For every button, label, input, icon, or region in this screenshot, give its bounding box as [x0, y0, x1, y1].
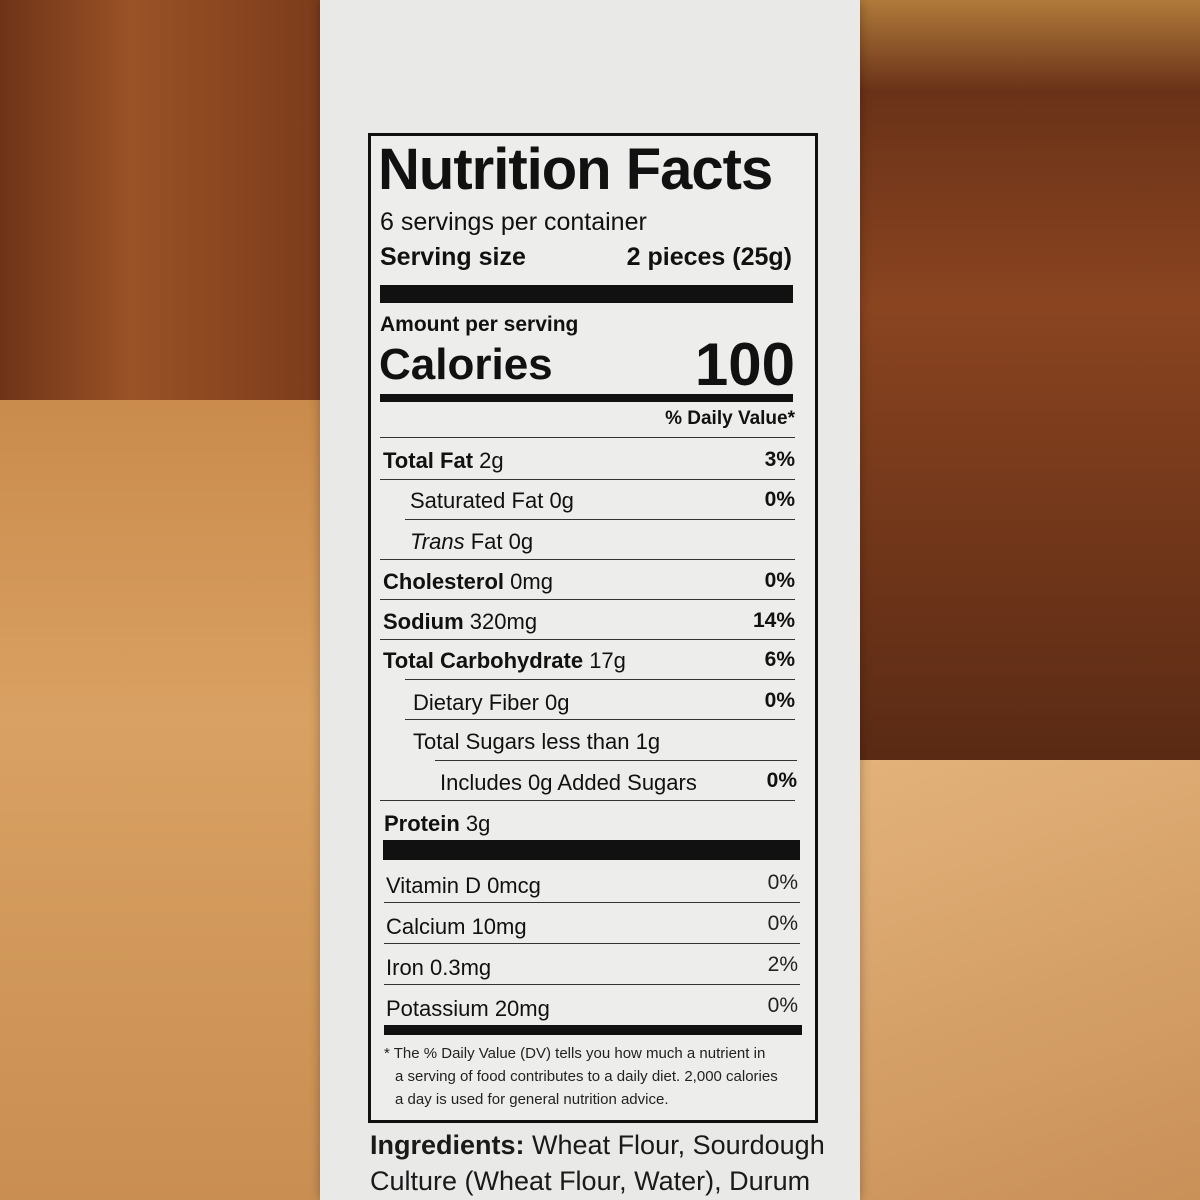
calories-value: 100: [694, 331, 795, 398]
nutrient-name: Total Carbohydrate: [383, 648, 584, 673]
rule: [380, 437, 795, 438]
nutrient-name: Trans: [410, 529, 465, 554]
nutrient-dv: 3%: [764, 448, 795, 471]
nutrient-dv: 14%: [752, 609, 795, 632]
thick-divider: [383, 840, 800, 860]
nutrient-amount: 3g: [465, 811, 491, 836]
nutrient-protein: Protein 3g: [384, 811, 490, 837]
footnote-line: * The % Daily Value (DV) tells you how m…: [384, 1045, 766, 1062]
nutrient-amount: 0mg: [510, 569, 553, 594]
thick-divider: [380, 285, 793, 303]
nutrient-total-fat: Total Fat 2g: [383, 448, 504, 474]
nutrient-total-carbohydrate: Total Carbohydrate 17g: [383, 648, 626, 674]
nutrient-amount: 0g: [545, 690, 570, 715]
vitamin-dv: 0%: [767, 912, 798, 935]
rule: [380, 559, 795, 560]
ingredients-line-1: Ingredients: Wheat Flour, Sourdough: [370, 1130, 825, 1161]
servings-per-container: 6 servings per container: [380, 208, 647, 236]
rule: [380, 800, 795, 801]
nutrient-dv: 0%: [764, 488, 795, 511]
rule: [435, 760, 797, 761]
vitamin-dv: 0%: [767, 994, 798, 1017]
rule: [380, 639, 795, 640]
nutrient-name: Protein: [384, 811, 460, 836]
ingredients-line-2: Culture (Wheat Flour, Water), Durum: [370, 1166, 811, 1196]
rule: [405, 519, 795, 520]
nutrient-trans-fat: Trans Fat 0g: [410, 529, 533, 555]
nutrient-amount: less than 1g: [541, 729, 661, 754]
iron: Iron 0.3mg: [386, 955, 492, 980]
nutrient-dv: 6%: [764, 648, 795, 671]
calories-label: Calories: [379, 340, 553, 389]
nutrient-dv: 0%: [764, 569, 795, 592]
background-cabinet-right: [860, 0, 1200, 760]
nutrient-cholesterol: Cholesterol 0mg: [383, 569, 553, 595]
medium-divider: [380, 394, 793, 402]
vitamin-dv: 0%: [767, 871, 798, 894]
rule: [380, 479, 795, 480]
nutrient-added-sugars: Includes 0g Added Sugars: [440, 770, 697, 795]
nutrient-amount: 17g: [589, 648, 626, 673]
footnote-line: a serving of food contributes to a daily…: [395, 1068, 778, 1085]
serving-size-label: Serving size: [380, 243, 526, 271]
ingredients-label: Ingredients:: [370, 1130, 525, 1160]
calcium: Calcium 10mg: [386, 914, 527, 939]
rule: [384, 943, 800, 944]
nutrient-name: Total Sugars: [413, 729, 536, 754]
rule: [384, 984, 800, 985]
serving-size-value: 2 pieces (25g): [626, 243, 792, 271]
nutrient-amount: 0g: [549, 488, 574, 513]
rule: [384, 902, 800, 903]
nutrient-name-suffix: Fat: [470, 529, 503, 554]
ingredients-text: Wheat Flour, Sourdough: [532, 1130, 825, 1160]
nutrient-dietary-fiber: Dietary Fiber 0g: [413, 690, 570, 716]
medium-divider: [384, 1025, 802, 1035]
amount-per-serving: Amount per serving: [380, 313, 579, 336]
vitamin-dv: 2%: [767, 953, 798, 976]
nutrient-total-sugars: Total Sugars less than 1g: [413, 729, 660, 755]
nutrient-name: Saturated Fat: [410, 488, 544, 513]
nutrient-name: Sodium: [383, 609, 464, 634]
nutrient-dv: 0%: [764, 689, 795, 712]
background-floor: [860, 760, 1200, 1200]
footnote-line: a day is used for general nutrition advi…: [395, 1091, 669, 1108]
nutrient-amount: 320mg: [469, 609, 538, 634]
nutrient-name: Total Fat: [383, 448, 474, 473]
nutrient-sodium: Sodium 320mg: [383, 609, 537, 635]
rule: [380, 599, 795, 600]
nutrient-amount: 0g: [508, 529, 534, 554]
vitamin-d: Vitamin D 0mcg: [386, 873, 541, 898]
rule: [405, 679, 795, 680]
nutrient-name: Cholesterol: [383, 569, 505, 594]
nutrient-saturated-fat: Saturated Fat 0g: [410, 488, 574, 514]
nutrient-dv: 0%: [766, 769, 797, 792]
nutrient-name: Dietary Fiber: [413, 690, 539, 715]
label-title: Nutrition Facts: [378, 137, 773, 202]
potassium: Potassium 20mg: [386, 996, 550, 1021]
background-cabinet-left: [0, 0, 330, 400]
rule: [405, 719, 795, 720]
nutrient-amount: 2g: [479, 448, 504, 473]
dv-header: % Daily Value*: [665, 408, 795, 429]
